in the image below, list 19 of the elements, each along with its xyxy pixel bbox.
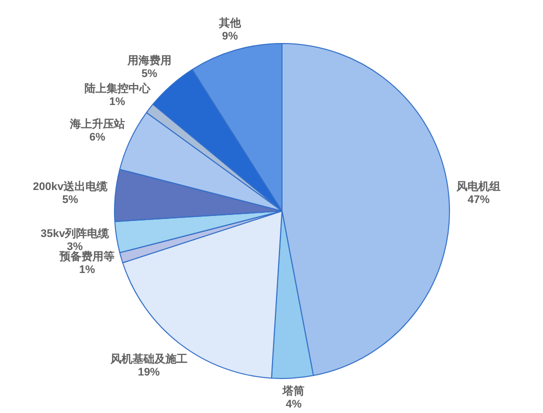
slice-label: 塔筒 [282,384,305,398]
data-label: 5% [141,68,158,80]
slice-label: 风机基础及施工 [109,352,188,366]
data-label: 1% [79,264,96,276]
data-label: 19% [138,366,160,378]
data-label: 9% [222,30,238,43]
slice-label: 海上升压站 [68,117,125,130]
slice-label: 其他 [218,16,242,30]
slice-label: 200kv送出电缆 [32,180,108,193]
data-label: 1% [109,96,126,108]
data-label: 47% [468,194,490,206]
data-label: 5% [62,194,78,206]
slice-label: 陆上集控中心 [84,82,152,95]
slice-label: 预备费用等 [58,250,115,264]
data-label: 6% [89,131,106,144]
data-label: 4% [286,398,302,411]
slice-label: 用海费用 [126,54,172,68]
slice-label: 风电机组 [456,180,501,193]
slice-label: 35kv列阵电缆 [40,227,110,240]
